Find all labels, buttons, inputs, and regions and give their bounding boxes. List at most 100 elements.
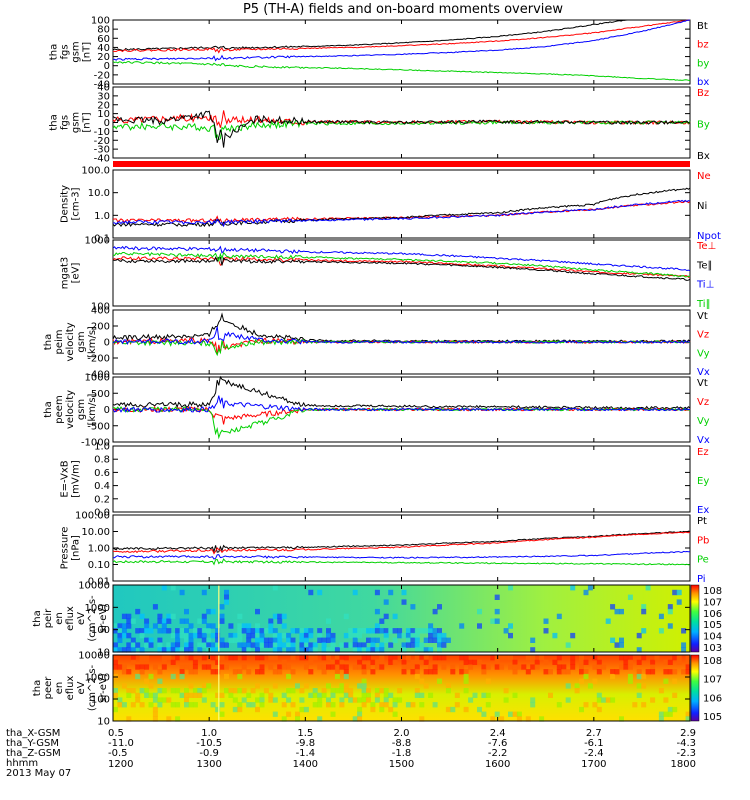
spectrogram-cell xyxy=(192,664,198,670)
spectrogram-cell xyxy=(428,632,434,639)
spectrogram-cell xyxy=(627,655,633,661)
y-axis-label-line: tha xyxy=(32,610,43,626)
spectrogram-cell xyxy=(259,632,265,639)
spectrogram-cell xyxy=(641,604,647,610)
spectrogram-cell xyxy=(343,669,349,675)
spectrogram-cell xyxy=(179,673,185,680)
spectrogram-cell xyxy=(148,702,154,708)
spectrogram-cell xyxy=(366,688,371,694)
spectrogram-cell xyxy=(352,716,358,722)
spectrogram-cell xyxy=(148,683,154,689)
spectrogram-cell xyxy=(650,664,656,670)
spectrogram-cell xyxy=(268,623,274,629)
spectrogram-cell xyxy=(428,623,434,629)
spectrogram-cell xyxy=(614,669,620,675)
spectrogram-cell xyxy=(161,585,167,591)
spectrogram-cell xyxy=(192,632,198,639)
spectrogram-cell xyxy=(179,664,185,670)
spectrogram-cell xyxy=(379,659,385,665)
spectrogram-cell xyxy=(374,623,380,629)
spectrogram-cell xyxy=(157,669,163,675)
spectrogram-cell xyxy=(117,628,123,634)
spectrogram-cell xyxy=(317,589,323,596)
spectrogram-cell xyxy=(241,623,247,629)
spectrogram-cell xyxy=(454,692,460,698)
spectrogram-cell xyxy=(303,706,309,713)
spectrogram-cell xyxy=(184,647,189,653)
spectrogram-cell xyxy=(570,655,576,661)
y-tick-label: 1000 xyxy=(85,603,110,614)
spectrogram-cell xyxy=(144,692,150,698)
spectrogram-cell xyxy=(508,664,513,670)
spectrogram-cell xyxy=(326,637,331,643)
ephemeris-row-label: tha_X-GSM xyxy=(6,728,60,739)
legend-item: bx xyxy=(697,77,709,88)
spectrogram-cell xyxy=(632,702,638,708)
spectrogram-cell xyxy=(321,692,327,698)
spectrogram-cell xyxy=(388,706,394,713)
spectrogram-cell xyxy=(219,711,225,717)
colorbar-tick-label: 106 xyxy=(703,693,722,704)
panel-vi: 400 200 0 -200 -400 tha peim velocity gsm [km/s] V… xyxy=(43,306,710,381)
series-line-by xyxy=(112,60,691,82)
spectrogram-cell xyxy=(530,655,536,661)
spectrogram-cell xyxy=(685,711,691,717)
spectrogram-cell xyxy=(485,692,491,698)
panel-efield: 1.0 0.8 0.6 0.4 0.2 0.0 E=-VxB [mV/m] Ez Ey Ex xyxy=(60,442,710,519)
spectrogram-cell xyxy=(383,637,389,643)
x-tick-label: 1600 xyxy=(485,759,510,770)
spectrogram-cell xyxy=(339,655,345,661)
y-axis-label: Pressure [nPa] xyxy=(60,527,82,570)
y-axis-label: tha fgs gsm [nT] xyxy=(49,112,93,133)
spectrogram-cell xyxy=(228,623,234,629)
spectrogram-cell xyxy=(658,716,664,722)
spectrogram-cell xyxy=(641,702,647,708)
spectrogram-cell xyxy=(228,637,234,643)
spectrogram-cell xyxy=(374,688,380,694)
spectrogram-cell xyxy=(268,618,274,624)
spectrogram-cell xyxy=(237,706,243,713)
y-axis-label-line: tha xyxy=(43,401,54,417)
spectrogram-cell xyxy=(388,589,394,596)
spectrogram-cell xyxy=(121,628,127,634)
spectrogram-cell xyxy=(512,669,518,675)
spectrogram-cell xyxy=(210,702,216,708)
spectrogram-cell xyxy=(121,702,127,708)
spectrogram-cell xyxy=(290,655,296,661)
spectrogram-cell xyxy=(241,628,247,634)
spectrogram-cell xyxy=(552,659,558,665)
spectrogram-cell xyxy=(210,632,216,639)
spectrogram-cell xyxy=(619,608,624,615)
spectrogram-cell xyxy=(414,659,420,665)
y-tick-label: -40 xyxy=(94,154,110,165)
y-tick-label: 20 xyxy=(97,52,110,63)
spectrogram-cell xyxy=(392,659,398,665)
spectrogram-cell xyxy=(295,628,300,634)
spectrogram-cell xyxy=(414,632,420,639)
y-axis-label-line: tha xyxy=(32,680,43,696)
spectrogram-cell xyxy=(272,585,278,591)
spectrogram-cell xyxy=(148,692,154,698)
spectrogram-cell xyxy=(636,692,642,698)
spectrogram-cell xyxy=(286,673,292,680)
spectrogram-cell xyxy=(201,632,207,639)
spectrogram-cell xyxy=(135,692,141,698)
spectrogram-cell xyxy=(201,688,207,694)
spectrogram-cell xyxy=(237,637,243,643)
spectrogram-cell xyxy=(352,632,358,639)
spectrogram-cell xyxy=(525,655,531,661)
spectrogram-cell xyxy=(516,664,522,670)
spectrogram-cell xyxy=(290,688,296,694)
spectrogram-cell xyxy=(121,613,127,620)
spectrogram-cell xyxy=(570,664,576,670)
spectrogram-cell xyxy=(357,632,363,639)
spectrogram-cell xyxy=(188,669,194,675)
y-axis-label-line: gsm xyxy=(71,41,82,62)
y-tick-label: -10 xyxy=(94,127,110,138)
spectrogram-cell xyxy=(379,702,385,708)
legend-item: Pt xyxy=(697,516,707,527)
spectrogram-cell xyxy=(592,678,598,684)
y-axis-label-line: peem xyxy=(54,395,65,423)
spectrogram-cell xyxy=(334,664,340,670)
legend-item: Vt xyxy=(697,311,708,322)
